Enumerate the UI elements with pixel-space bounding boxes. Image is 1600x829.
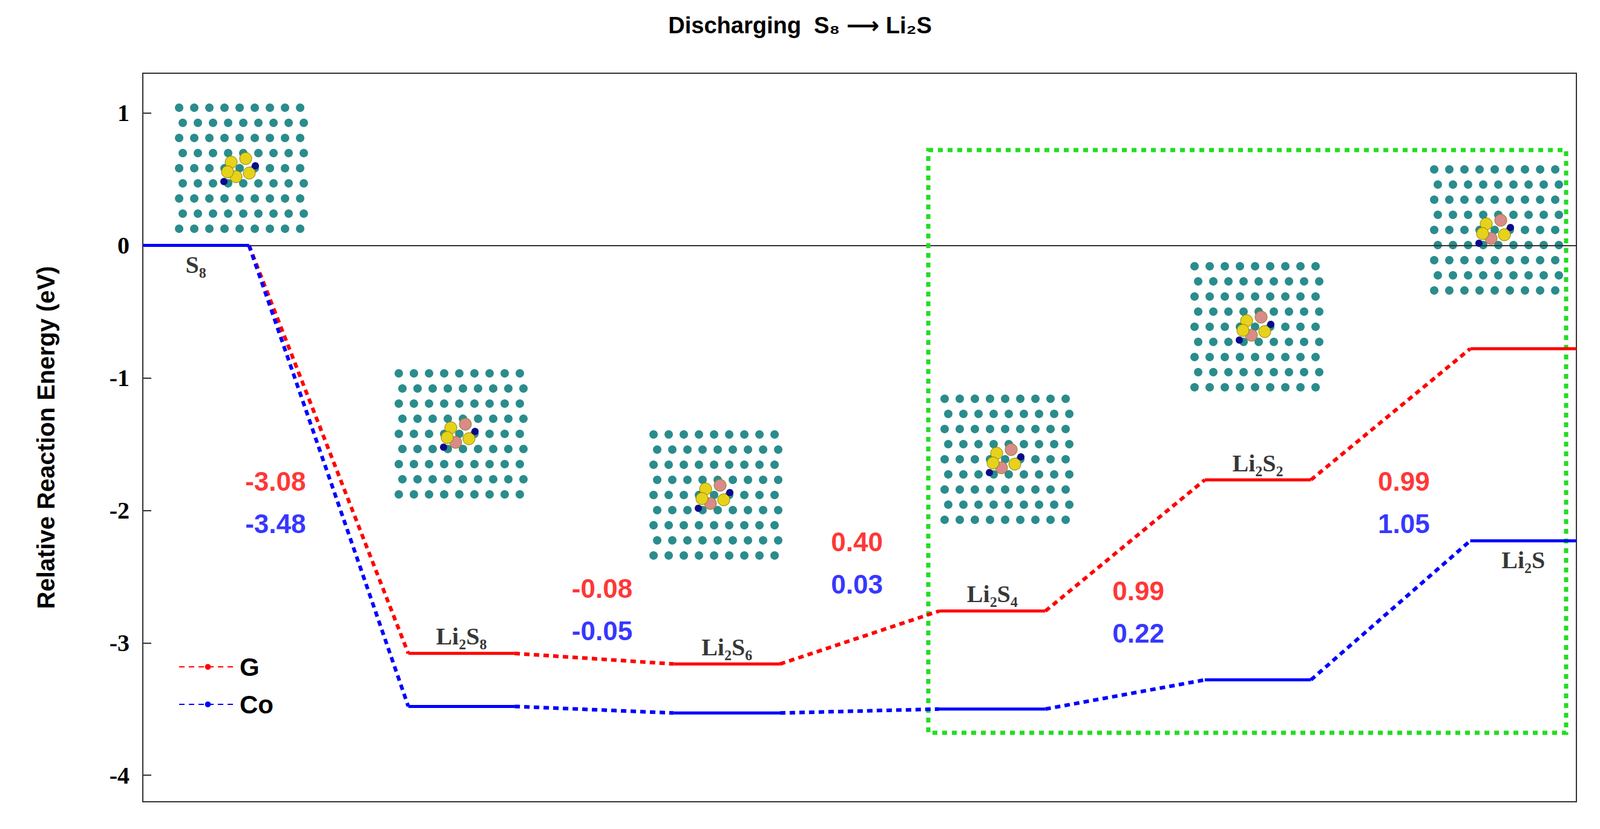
svg-text:0.99: 0.99 <box>1112 576 1165 606</box>
svg-text:-3: -3 <box>109 629 130 657</box>
svg-text:-0.05: -0.05 <box>571 616 633 646</box>
svg-text:Relative Reaction Energy (eV): Relative Reaction Energy (eV) <box>32 266 60 610</box>
svg-text:Li₂S₂: Li₂S₂ <box>1232 449 1284 477</box>
svg-text:-1: -1 <box>109 364 130 392</box>
svg-text:1.05: 1.05 <box>1377 508 1430 539</box>
svg-text:0.03: 0.03 <box>830 569 883 600</box>
svg-text:G: G <box>239 652 260 682</box>
svg-text:1: 1 <box>117 99 130 127</box>
svg-text:Discharging S₈ ⟶ Li₂S: Discharging S₈ ⟶ Li₂S <box>668 12 932 39</box>
svg-text:-3.08: -3.08 <box>245 466 306 497</box>
svg-text:0.99: 0.99 <box>1377 466 1430 497</box>
svg-text:-4: -4 <box>109 761 130 790</box>
svg-text:0.22: 0.22 <box>1112 618 1165 649</box>
svg-text:Li₂S₄: Li₂S₄ <box>967 580 1018 608</box>
svg-text:Li₂S₆: Li₂S₆ <box>701 633 753 661</box>
svg-text:0: 0 <box>117 231 130 260</box>
svg-text:-3.48: -3.48 <box>245 508 306 539</box>
svg-text:S₈: S₈ <box>185 251 207 279</box>
svg-text:Co: Co <box>239 690 274 719</box>
svg-text:0.40: 0.40 <box>830 527 883 557</box>
svg-text:Li₂S₈: Li₂S₈ <box>435 622 487 650</box>
svg-text:-2: -2 <box>109 496 130 525</box>
svg-text:Li₂S: Li₂S <box>1501 546 1545 574</box>
svg-text:-0.08: -0.08 <box>571 573 633 604</box>
